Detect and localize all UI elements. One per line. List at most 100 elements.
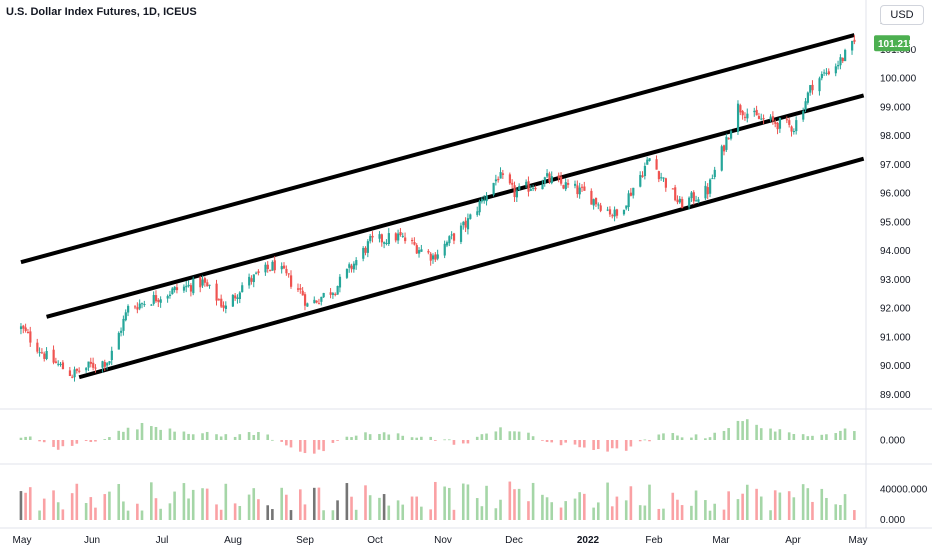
oscillator-bar	[564, 440, 567, 443]
currency-selector[interactable]: USD	[880, 5, 924, 25]
oscillator-bar	[331, 440, 335, 443]
candle-body	[736, 103, 740, 132]
volume-bar	[126, 510, 130, 520]
candle-body	[837, 65, 840, 67]
oscillator-bar	[606, 440, 609, 452]
candle-body	[778, 117, 782, 129]
volume-bar	[401, 504, 405, 520]
candle-body	[818, 78, 821, 92]
volume-bar	[350, 496, 353, 520]
x-tick-label: May	[849, 535, 868, 546]
candle-body	[220, 298, 223, 307]
candle-body	[594, 197, 598, 205]
candle-body	[364, 247, 367, 253]
candle-body	[301, 290, 304, 296]
candle-body	[485, 195, 488, 202]
volume-bar	[168, 503, 172, 520]
candle-body	[334, 293, 337, 295]
oscillator-bar	[662, 433, 665, 440]
candle-body	[19, 326, 23, 330]
candle-body	[622, 209, 626, 215]
volume-bar	[606, 482, 609, 520]
candle-body	[625, 205, 628, 209]
candle-body	[615, 209, 619, 216]
volume-bar	[70, 493, 74, 520]
volume-bar	[331, 510, 335, 520]
oscillator-bar	[303, 440, 307, 454]
candle-body	[336, 286, 339, 295]
candle-body	[725, 136, 728, 150]
candle-body	[269, 269, 272, 271]
volume-bar	[755, 488, 758, 520]
oscillator-bar	[843, 428, 847, 440]
oscillator-bar	[117, 430, 121, 440]
channel-line-lower[interactable]	[78, 156, 865, 380]
candle-body	[378, 234, 381, 239]
volume-bar	[233, 503, 237, 520]
volume-bar	[378, 497, 381, 520]
candle-body	[45, 350, 48, 360]
oscillator-bar	[317, 440, 321, 450]
y-tick-label: 89.000	[880, 390, 911, 401]
oscillator-bar	[89, 440, 93, 443]
candle-body	[22, 325, 25, 329]
candle-body	[366, 241, 370, 253]
volume-bar	[531, 482, 535, 520]
candle-body	[117, 332, 120, 350]
candle-body	[420, 249, 423, 252]
volume-bar	[247, 494, 251, 520]
volume-bar	[834, 504, 838, 520]
channel-line-middle[interactable]	[46, 93, 865, 319]
oscillator-bar	[713, 432, 716, 440]
oscillator-bar	[401, 435, 405, 440]
volume-bar	[24, 492, 27, 520]
candle-body	[844, 49, 847, 62]
candle-body	[562, 185, 565, 189]
candle-body	[224, 305, 228, 309]
candle-body	[217, 299, 221, 301]
candle-body	[646, 159, 649, 165]
candle-body	[208, 284, 211, 286]
candle-body	[639, 175, 642, 187]
candle-body	[222, 305, 225, 308]
oscillator-bar	[19, 437, 23, 440]
volume-bar	[550, 502, 554, 520]
volume-bar	[843, 494, 847, 520]
volume-bar	[354, 509, 358, 520]
oscillator-bar	[150, 426, 153, 440]
volume-bar	[820, 488, 824, 520]
volume-bar	[94, 507, 97, 520]
candle-body	[138, 303, 141, 309]
candle-body	[75, 368, 79, 371]
oscillator-bar	[434, 440, 437, 441]
volume-bar	[736, 499, 740, 520]
y-tick-label: 100.000	[880, 74, 917, 85]
candle-body	[206, 282, 209, 287]
volume-bar	[662, 508, 665, 520]
candle-body	[578, 187, 581, 195]
candle-body	[255, 272, 258, 274]
channel-line-upper[interactable]	[20, 33, 855, 265]
candle-body	[280, 266, 283, 270]
candle-body	[154, 295, 158, 302]
volume-bar	[671, 492, 675, 520]
volume-bar	[122, 501, 125, 520]
oscillator-bar	[396, 433, 400, 440]
candle-body	[331, 293, 335, 295]
x-tick-label: Nov	[434, 535, 452, 546]
oscillator-bar	[56, 440, 60, 450]
candle-body	[655, 159, 658, 170]
oscillator-bar	[28, 436, 32, 440]
volume-bar	[182, 483, 186, 520]
candle-body	[804, 101, 807, 110]
candle-body	[264, 264, 267, 273]
candle-body	[283, 265, 286, 269]
volume-bar	[159, 508, 162, 520]
oscillator-bar	[578, 440, 581, 448]
volume-bar	[564, 501, 567, 520]
volume-bar	[727, 491, 730, 520]
oscillator-bar	[271, 439, 274, 441]
oscillator-bar	[238, 434, 242, 440]
volume-bar	[285, 494, 288, 520]
